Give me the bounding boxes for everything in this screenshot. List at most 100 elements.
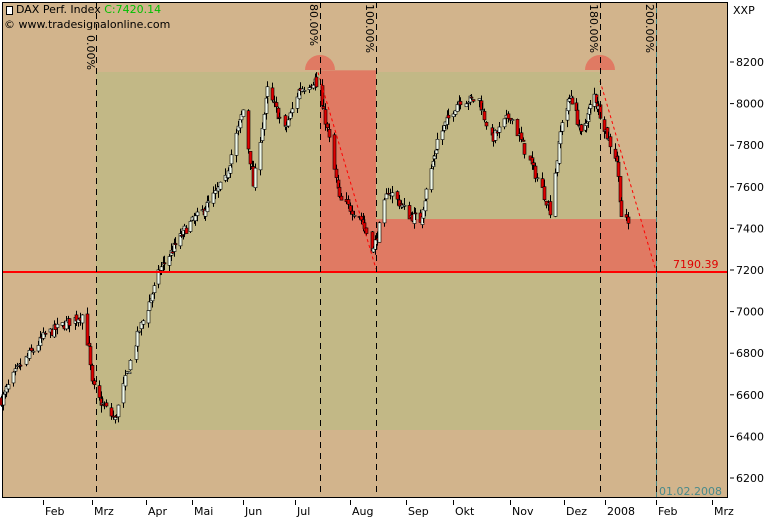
- candle-up: [213, 184, 218, 200]
- candle-body: [241, 109, 246, 117]
- candle-body: [553, 172, 558, 217]
- y-tick-label: 7000: [736, 306, 764, 319]
- candle-body: [560, 122, 565, 132]
- candle-up: [206, 195, 211, 208]
- x-tick-label: Jul: [296, 505, 310, 518]
- candle-down: [608, 133, 613, 154]
- candle-up: [27, 347, 32, 361]
- candle-down: [248, 151, 253, 171]
- x-tick-label: Feb: [658, 505, 677, 518]
- candle-body: [570, 97, 575, 105]
- candle-down: [43, 330, 48, 337]
- x-tick-label: 2008: [607, 505, 635, 518]
- cycle-label-0: 0.00%: [84, 35, 97, 70]
- candle-up: [402, 198, 407, 210]
- projection-line-1: [317, 72, 377, 270]
- candle-up: [290, 102, 295, 117]
- cycle-label-200: 200.00%: [643, 4, 656, 53]
- candle-body: [307, 87, 312, 90]
- x-tick-label: Nov: [512, 505, 534, 518]
- candle-body: [234, 132, 239, 156]
- candle-body: [159, 266, 164, 271]
- candle-down: [90, 363, 95, 384]
- candle-body: [311, 84, 316, 89]
- candle-up: [535, 173, 540, 182]
- candle-down: [548, 195, 553, 219]
- candle-body: [480, 109, 485, 111]
- candle-body: [123, 375, 128, 387]
- candle-body: [540, 178, 545, 188]
- candle-down: [522, 143, 527, 159]
- candle-body: [515, 119, 520, 137]
- red-zone-1: [320, 70, 376, 272]
- candle-down: [364, 227, 369, 236]
- candle-down: [334, 164, 339, 183]
- candle-body: [87, 342, 92, 347]
- candle-body: [173, 243, 178, 245]
- x-tick-label: Mrz: [714, 505, 734, 518]
- candle-body: [567, 98, 572, 102]
- candle-up: [116, 404, 121, 423]
- y-tick-label: 6200: [736, 472, 764, 485]
- candle-up: [497, 122, 502, 139]
- candle-up: [264, 94, 269, 120]
- candle-body: [179, 234, 184, 237]
- candle-down: [18, 358, 23, 371]
- candle-up: [152, 282, 157, 299]
- candle-body: [97, 385, 102, 398]
- candle-body: [413, 212, 418, 215]
- y-tick-label: 7200: [736, 264, 764, 277]
- candle-body: [471, 99, 476, 102]
- y-tick-label: 7800: [736, 139, 764, 152]
- candle-up: [127, 371, 132, 374]
- candle-down: [458, 97, 463, 110]
- candle-down: [85, 307, 90, 346]
- candle-body: [128, 360, 133, 371]
- candle-body: [270, 87, 275, 101]
- candle-body: [31, 350, 36, 353]
- candle-up: [228, 164, 233, 178]
- x-tick-label: Apr: [148, 505, 168, 518]
- x-tick-label: Sep: [408, 505, 429, 518]
- candle-up: [218, 181, 223, 192]
- candle-body: [121, 383, 126, 404]
- candle-body: [390, 192, 395, 197]
- candle-body: [339, 195, 344, 201]
- y-tick-label: 6400: [736, 430, 764, 443]
- candle-body: [248, 151, 253, 165]
- candle-body: [262, 113, 267, 130]
- candle-down: [346, 195, 351, 209]
- candle-up: [141, 319, 146, 329]
- candle-body: [619, 200, 624, 217]
- candle-body: [146, 310, 151, 324]
- candle-body: [203, 210, 208, 217]
- y-tick-label: 8200: [736, 56, 764, 69]
- candle-up: [440, 125, 445, 146]
- candle-body: [377, 222, 382, 243]
- candle-body: [519, 132, 524, 140]
- candle-down: [619, 197, 624, 217]
- candle-up: [588, 100, 593, 114]
- candle-down: [542, 179, 547, 202]
- candle-down: [515, 118, 520, 137]
- chart-header: DAX Perf. Index C:7420.14: [6, 3, 161, 16]
- candle-up: [424, 187, 429, 202]
- candle-up: [234, 128, 239, 163]
- candle-body: [43, 332, 48, 335]
- candle-body: [135, 330, 140, 347]
- candle-body: [85, 313, 90, 346]
- candle-down: [626, 211, 631, 230]
- candle-body: [424, 188, 429, 200]
- candle-up: [135, 326, 140, 352]
- candle-body: [350, 210, 355, 215]
- candle-down: [446, 108, 451, 125]
- candle-body: [6, 384, 11, 390]
- candle-down: [337, 183, 342, 199]
- candle-down: [521, 137, 526, 142]
- candle-body: [602, 119, 607, 132]
- candle-body: [195, 211, 200, 216]
- instrument-name: DAX Perf. Index: [16, 3, 101, 16]
- candle-body: [521, 139, 526, 142]
- candle-body: [429, 168, 434, 190]
- candle-up: [384, 188, 389, 200]
